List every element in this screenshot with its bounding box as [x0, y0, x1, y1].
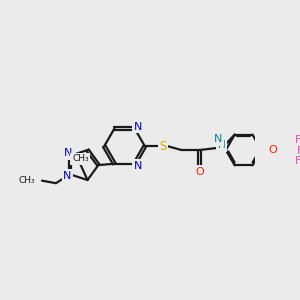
Text: F: F [295, 135, 300, 146]
Text: H: H [218, 140, 225, 150]
Text: N: N [64, 148, 72, 158]
Text: CH₃: CH₃ [18, 176, 35, 185]
Text: N: N [134, 161, 142, 171]
Text: CH₃: CH₃ [72, 154, 89, 163]
Text: O: O [195, 167, 204, 177]
Text: N: N [134, 122, 142, 132]
Text: N: N [63, 171, 71, 181]
Text: F: F [297, 146, 300, 156]
Text: N: N [214, 134, 222, 144]
Text: O: O [268, 145, 277, 155]
Text: F: F [295, 156, 300, 166]
Text: S: S [159, 140, 167, 153]
